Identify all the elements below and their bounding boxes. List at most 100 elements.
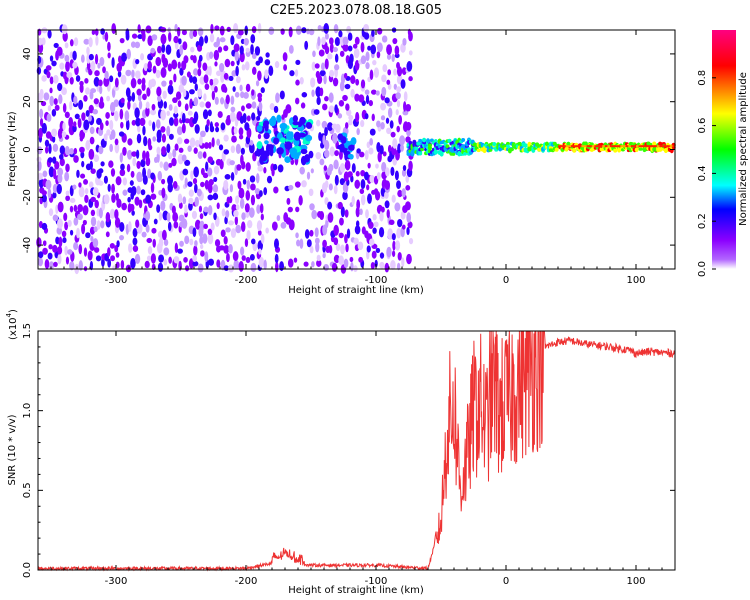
heatmap-cell bbox=[171, 59, 178, 70]
heatmap-cell bbox=[54, 104, 60, 111]
bottom-x-tick-label: 100 bbox=[626, 576, 645, 587]
heatmap-cell bbox=[349, 53, 354, 64]
heatmap-cell bbox=[193, 68, 199, 76]
heatmap-cell bbox=[215, 126, 220, 133]
heatmap-cell bbox=[264, 151, 270, 157]
heatmap-cell bbox=[178, 202, 183, 209]
heatmap-cell bbox=[184, 204, 188, 214]
heatmap-cell bbox=[229, 184, 234, 193]
heatmap-cell bbox=[604, 145, 608, 148]
heatmap-cell bbox=[376, 42, 383, 53]
heatmap-cell bbox=[287, 258, 294, 268]
top-y-tick-label: 40 bbox=[22, 48, 33, 61]
heatmap-cell bbox=[368, 147, 374, 155]
heatmap-cell bbox=[634, 147, 639, 152]
heatmap-cell bbox=[138, 199, 143, 209]
heatmap-cell bbox=[233, 127, 238, 135]
heatmap-cell bbox=[651, 145, 655, 148]
heatmap-cell bbox=[57, 254, 62, 265]
heatmap-cell bbox=[79, 146, 85, 153]
heatmap-cell bbox=[131, 210, 135, 216]
heatmap-cell bbox=[420, 147, 425, 152]
heatmap-cell bbox=[179, 67, 184, 76]
heatmap-cell bbox=[93, 76, 100, 87]
heatmap-cell bbox=[189, 30, 194, 40]
heatmap-cell bbox=[329, 146, 335, 157]
heatmap-cell bbox=[129, 180, 134, 186]
heatmap-cell bbox=[115, 176, 122, 186]
heatmap-cell bbox=[73, 204, 78, 212]
heatmap-cell bbox=[223, 149, 230, 155]
heatmap-cell bbox=[173, 221, 179, 229]
heatmap-cell bbox=[48, 261, 54, 270]
heatmap-cell bbox=[127, 149, 133, 160]
heatmap-cell bbox=[324, 180, 329, 189]
heatmap-cell bbox=[114, 217, 121, 228]
heatmap-cell bbox=[241, 255, 246, 261]
heatmap-cell bbox=[156, 146, 161, 155]
heatmap-cell bbox=[194, 124, 200, 134]
heatmap-cell bbox=[224, 216, 228, 225]
heatmap-cell bbox=[379, 252, 385, 259]
heatmap-cell bbox=[136, 133, 142, 144]
heatmap-cell bbox=[90, 216, 97, 227]
heatmap-cell bbox=[206, 119, 210, 127]
heatmap-cell bbox=[301, 92, 308, 98]
heatmap-cell bbox=[45, 65, 52, 71]
heatmap-cell bbox=[192, 55, 197, 64]
heatmap-cell bbox=[62, 237, 67, 244]
heatmap-cell bbox=[599, 145, 603, 148]
heatmap-cell bbox=[225, 94, 230, 105]
heatmap-cell bbox=[296, 239, 301, 247]
heatmap-cell bbox=[207, 167, 213, 177]
heatmap-cell bbox=[225, 227, 231, 233]
heatmap-cell bbox=[288, 44, 294, 54]
heatmap-cell bbox=[339, 163, 346, 173]
heatmap-cell bbox=[226, 252, 230, 263]
heatmap-cell bbox=[57, 173, 63, 184]
heatmap-cell bbox=[367, 193, 372, 204]
heatmap-cell bbox=[299, 166, 305, 175]
heatmap-cell bbox=[88, 148, 95, 160]
heatmap-cell bbox=[628, 145, 632, 148]
heatmap-cell bbox=[131, 33, 138, 39]
heatmap-cell bbox=[223, 86, 228, 93]
heatmap-cell bbox=[356, 128, 360, 136]
heatmap-cell bbox=[204, 83, 210, 90]
heatmap-cell bbox=[251, 89, 255, 96]
heatmap-cell bbox=[160, 67, 167, 78]
heatmap-cell bbox=[327, 201, 333, 210]
heatmap-cell bbox=[230, 172, 235, 181]
heatmap-cell bbox=[328, 244, 333, 254]
heatmap-cell bbox=[62, 122, 66, 131]
heatmap-cell bbox=[327, 212, 334, 223]
heatmap-cell bbox=[194, 83, 198, 91]
heatmap-cell bbox=[145, 224, 150, 233]
heatmap-cell bbox=[451, 152, 456, 156]
heatmap-cell bbox=[207, 228, 213, 236]
heatmap-cell bbox=[397, 218, 403, 228]
heatmap-cell bbox=[41, 222, 48, 231]
heatmap-cell bbox=[659, 145, 663, 148]
heatmap-cell bbox=[404, 201, 411, 211]
heatmap-cell bbox=[293, 257, 298, 263]
heatmap-cell bbox=[391, 233, 396, 241]
heatmap-cell bbox=[192, 177, 198, 185]
heatmap-cell bbox=[228, 75, 234, 81]
heatmap-cell bbox=[360, 194, 366, 206]
heatmap-cell bbox=[65, 190, 70, 196]
heatmap-cell bbox=[88, 37, 93, 48]
heatmap-cell bbox=[143, 63, 148, 71]
heatmap-cell bbox=[41, 190, 47, 196]
heatmap-cell bbox=[224, 174, 231, 180]
heatmap-cell bbox=[340, 206, 345, 218]
heatmap-cell bbox=[244, 122, 250, 131]
heatmap-cell bbox=[256, 141, 263, 150]
heatmap-cell bbox=[306, 171, 311, 180]
heatmap-cell bbox=[275, 261, 279, 273]
heatmap-cell bbox=[135, 149, 140, 159]
heatmap-cell bbox=[319, 69, 326, 77]
heatmap-cell bbox=[135, 219, 140, 228]
heatmap-cell bbox=[396, 100, 401, 108]
